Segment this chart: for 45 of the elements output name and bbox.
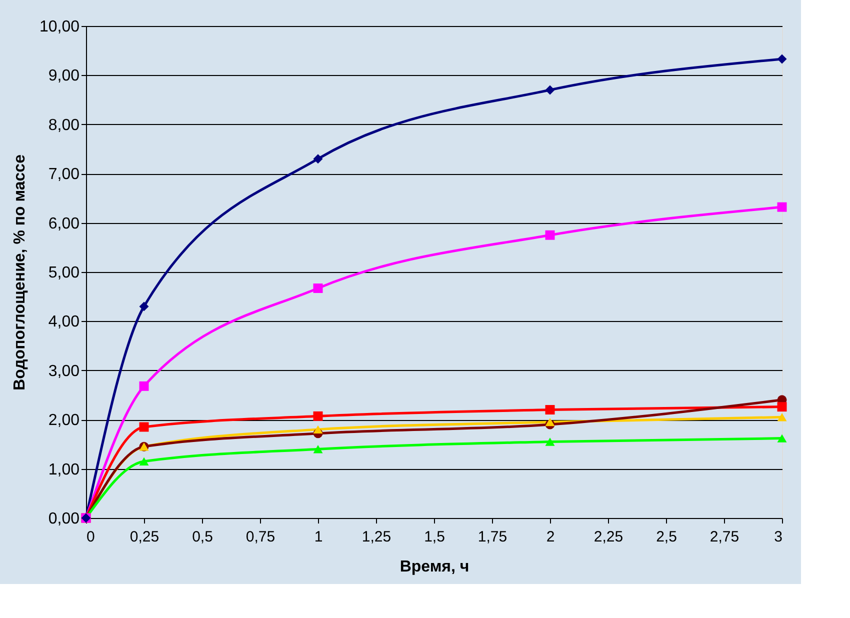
y-tick-label: 6,00 — [48, 215, 80, 232]
point — [777, 54, 787, 64]
point — [545, 405, 555, 415]
point — [545, 230, 555, 240]
point — [313, 283, 323, 293]
y-tick-label: 5,00 — [48, 264, 80, 282]
x-tick-label: 1 — [314, 528, 323, 546]
x-tick-label: 2,5 — [656, 528, 677, 546]
point — [545, 438, 555, 446]
y-tick-label: 1,00 — [48, 461, 80, 478]
y-tick-label: 2,00 — [48, 412, 80, 430]
point — [313, 445, 323, 454]
point — [777, 413, 787, 422]
x-tick-label: 2,75 — [710, 528, 740, 546]
point — [777, 434, 787, 442]
x-tick-label: 1,75 — [478, 528, 508, 546]
x-tick-label: 0,25 — [130, 528, 160, 546]
point — [777, 202, 787, 212]
y-axis-title: Водопоглощение, % по массе — [11, 154, 28, 390]
y-tick-label: 9,00 — [48, 68, 80, 85]
x-tick-label: 0,75 — [246, 528, 276, 546]
point — [777, 402, 787, 412]
y-tick-label: 4,00 — [48, 314, 80, 331]
point — [139, 381, 149, 391]
y-tick-label: 7,00 — [48, 166, 80, 184]
x-tick-label: 1,25 — [362, 528, 392, 546]
x-tick-label: 2,25 — [594, 528, 624, 546]
point — [545, 85, 555, 95]
point — [139, 422, 149, 432]
x-axis-title: Время, ч — [400, 558, 470, 576]
point — [139, 302, 149, 312]
x-tick-label: 0,5 — [192, 528, 213, 546]
y-tick-label: 8,00 — [48, 116, 80, 134]
x-tick-label: 3 — [774, 528, 782, 546]
x-tick-label: 2 — [546, 528, 555, 546]
point — [313, 411, 323, 421]
y-tick-label: 3,00 — [48, 362, 80, 380]
x-tick-label: 1,5 — [424, 528, 445, 546]
point — [545, 418, 555, 426]
y-tick-label: 10,00 — [39, 18, 80, 36]
point — [313, 425, 323, 434]
point — [139, 457, 149, 466]
x-tick-label: 0 — [86, 528, 95, 546]
point — [313, 154, 323, 164]
y-tick-label: 0,00 — [48, 510, 80, 528]
